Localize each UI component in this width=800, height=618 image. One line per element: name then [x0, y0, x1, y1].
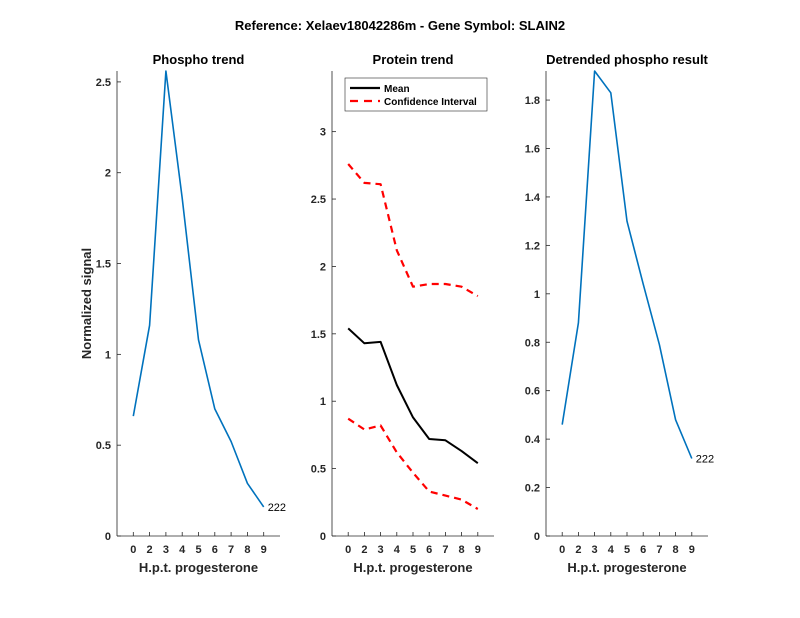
- panel-detrended-phospho: Detrended phospho result 0 0.2 0.4 0.6 0.8 1 1.…: [525, 52, 714, 575]
- y-tick-label: 0.4: [525, 434, 541, 446]
- panel-title: Detrended phospho result: [546, 52, 708, 67]
- y-tick-label: 1: [320, 396, 326, 408]
- legend-label-confidence-interval: Confidence Interval: [384, 97, 477, 108]
- y-tick-label: 0.2: [525, 483, 540, 495]
- y-tick-label: 0.8: [525, 337, 540, 349]
- x-tick-label: 0: [130, 544, 136, 556]
- point-annotation: 222: [696, 454, 714, 466]
- x-tick-label: 4: [179, 544, 186, 556]
- series-line-detrended: [561, 70, 693, 459]
- x-tick-label: 6: [640, 544, 646, 556]
- legend: Mean Confidence Interval: [344, 77, 488, 112]
- figure-suptitle: Reference: Xelaev18042286m - Gene Symbol…: [235, 18, 565, 33]
- series-line-confidence-interval: [347, 163, 479, 298]
- y-tick-label: 0: [534, 531, 540, 543]
- y-tick-label: 0.6: [525, 386, 540, 398]
- x-tick-label: 9: [261, 544, 267, 556]
- y-tick-label: 0.5: [96, 440, 111, 452]
- legend-box: [344, 77, 488, 112]
- y-tick-label: 1.5: [96, 259, 111, 271]
- x-tick-label: 3: [592, 544, 598, 556]
- x-tick-label: 3: [163, 544, 169, 556]
- x-tick-label: 5: [624, 544, 630, 556]
- x-tick-label: 8: [459, 544, 465, 556]
- point-annotation: 222: [268, 502, 286, 514]
- x-tick-label: 2: [361, 544, 367, 556]
- panel-title: Protein trend: [373, 52, 454, 67]
- x-tick-label: 2: [147, 544, 153, 556]
- y-tick-label: 1: [105, 349, 111, 361]
- x-axis-label: H.p.t. progesterone: [139, 560, 258, 575]
- x-tick-label: 8: [673, 544, 679, 556]
- x-tick-label: 7: [656, 544, 662, 556]
- y-tick-label: 2: [320, 261, 326, 273]
- y-tick-label: 1.5: [311, 329, 326, 341]
- y-tick-label: 2.5: [96, 77, 111, 89]
- y-tick-label: 0: [320, 531, 326, 543]
- y-tick-label: 1.2: [525, 240, 540, 252]
- x-tick-label: 2: [575, 544, 581, 556]
- x-tick-label: 6: [426, 544, 432, 556]
- y-tick-label: 0: [105, 531, 111, 543]
- y-tick-label: 1.4: [525, 192, 541, 204]
- y-tick-label: 3: [320, 127, 326, 139]
- series-line-confidence-interval-lower: [347, 417, 479, 510]
- panel-title: Phospho trend: [153, 52, 245, 67]
- x-tick-label: 0: [559, 544, 565, 556]
- x-tick-label: 5: [195, 544, 201, 556]
- y-tick-label: 1.8: [525, 95, 540, 107]
- x-tick-label: 0: [345, 544, 351, 556]
- series-line-phospho: [132, 70, 265, 508]
- x-tick-label: 5: [410, 544, 416, 556]
- x-axis-label: H.p.t. progesterone: [567, 560, 686, 575]
- y-tick-label: 1: [534, 289, 540, 301]
- x-tick-label: 8: [244, 544, 250, 556]
- x-tick-label: 9: [475, 544, 481, 556]
- x-tick-label: 4: [608, 544, 615, 556]
- y-tick-label: 1.6: [525, 144, 540, 156]
- x-tick-label: 7: [228, 544, 234, 556]
- x-tick-label: 7: [442, 544, 448, 556]
- x-tick-label: 9: [689, 544, 695, 556]
- y-tick-label: 0.5: [311, 464, 326, 476]
- x-tick-label: 6: [212, 544, 218, 556]
- x-tick-label: 4: [394, 544, 401, 556]
- y-tick-label: 2.5: [311, 194, 326, 206]
- x-axis-label: H.p.t. progesterone: [353, 560, 472, 575]
- series-line-mean: [347, 327, 479, 465]
- x-tick-label: 3: [378, 544, 384, 556]
- y-tick-label: 2: [105, 168, 111, 180]
- y-axis-label: Normalized signal: [79, 248, 94, 359]
- legend-label-mean: Mean: [384, 84, 410, 95]
